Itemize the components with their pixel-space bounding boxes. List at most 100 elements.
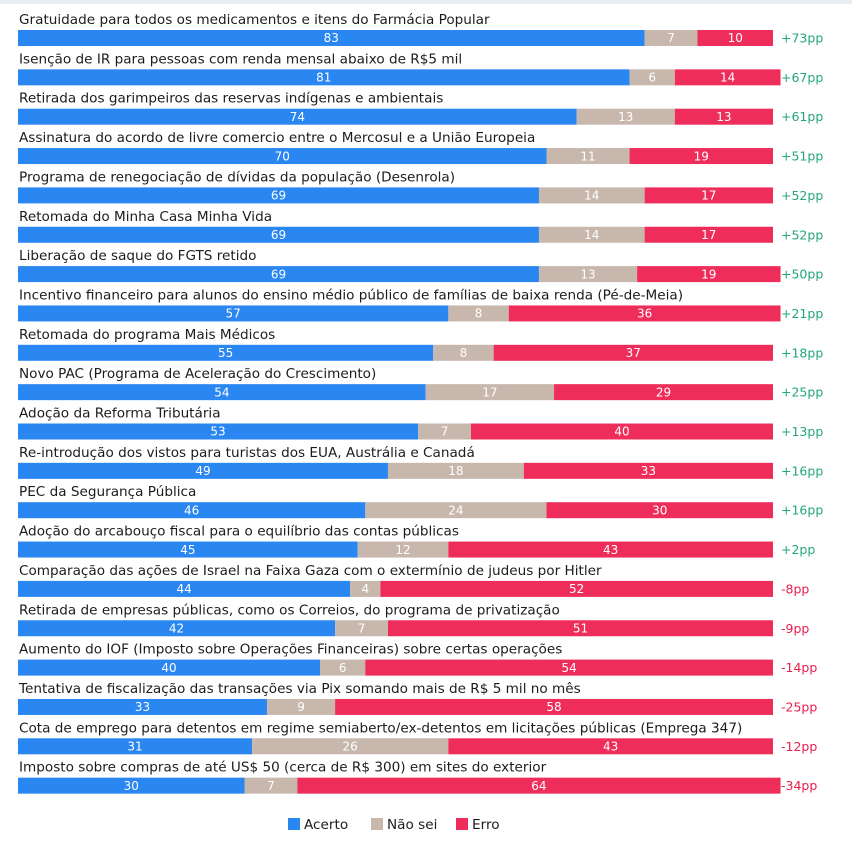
bar-segment-erro [697, 30, 773, 46]
data-label: 17 [701, 228, 716, 242]
bar-segment-erro [674, 108, 773, 125]
bar-segment-erro [365, 659, 773, 676]
data-label: 54 [214, 385, 229, 399]
bar-segment-acerto [18, 541, 358, 558]
legend-label-erro: Erro [472, 817, 500, 833]
data-label: 58 [546, 700, 561, 714]
bar-segment-acerto [18, 305, 449, 322]
data-label: 13 [716, 110, 731, 124]
bar-segment-nao-sei [425, 384, 555, 401]
category-label: Incentivo financeiro para alunos do ensi… [19, 287, 683, 303]
data-label: 54 [562, 661, 577, 675]
bar-segment-erro [644, 187, 773, 204]
category-label: Imposto sobre compras de até US$ 50 (cer… [19, 760, 547, 776]
difference-label: +16pp [781, 503, 823, 518]
difference-label: +51pp [781, 149, 823, 164]
data-label: 7 [358, 621, 366, 635]
legend-label-acerto: Acerto [304, 817, 348, 833]
data-label: 7 [667, 31, 675, 45]
top-divider [0, 0, 852, 4]
bar-segment-nao-sei [418, 423, 471, 440]
data-label: 53 [210, 425, 225, 439]
data-label: 4 [361, 582, 369, 596]
category-label: Programa de renegociação de dívidas da p… [19, 169, 455, 185]
data-label: 19 [694, 149, 709, 163]
bar-segment-nao-sei [365, 502, 547, 519]
data-label: 42 [169, 621, 184, 635]
bar-segment-acerto [18, 502, 366, 519]
bar-segment-acerto [18, 698, 268, 715]
bar-segment-erro [644, 226, 773, 243]
data-label: 26 [343, 740, 358, 754]
data-label: 64 [531, 779, 546, 793]
difference-label: +16pp [781, 463, 823, 478]
data-label: 37 [626, 346, 641, 360]
category-label: Tentativa de fiscalização das transações… [18, 681, 581, 697]
bar-segment-nao-sei [546, 148, 630, 165]
data-label: 69 [271, 228, 286, 242]
category-label: Cota de emprego para detentos em regime … [19, 720, 742, 736]
data-label: 29 [656, 385, 671, 399]
data-label: 7 [441, 425, 449, 439]
difference-label: +50pp [781, 267, 823, 282]
data-label: 69 [271, 267, 286, 281]
data-label: 8 [475, 307, 483, 321]
bar-segment-erro [380, 580, 773, 597]
difference-label: +21pp [781, 306, 823, 321]
category-label: Retirada de empresas públicas, como os C… [19, 602, 560, 618]
bar-segment-acerto [18, 108, 577, 125]
difference-label: +73pp [781, 31, 823, 46]
bar-segment-acerto [18, 462, 388, 479]
bar-segment-acerto [18, 738, 253, 755]
bar-segment-nao-sei [538, 266, 638, 283]
legend-swatch-nao-sei [371, 818, 383, 830]
data-label: 81 [316, 71, 331, 85]
bar-segment-erro [629, 148, 773, 165]
data-label: 13 [580, 267, 595, 281]
bar-segment-erro [335, 698, 773, 715]
bar-segment-nao-sei [433, 344, 494, 361]
bar-segment-erro [674, 69, 781, 86]
difference-label: +61pp [781, 109, 823, 124]
bar-segment-nao-sei [538, 187, 645, 204]
data-label: 52 [569, 582, 584, 596]
data-label: 19 [701, 267, 716, 281]
difference-label: +2pp [781, 542, 815, 557]
bar-segment-erro [448, 738, 773, 755]
bar-segment-erro [508, 305, 781, 322]
data-label: 6 [648, 71, 656, 85]
category-label: Adoção da Reforma Tributária [19, 406, 221, 422]
category-label: Assinatura do acordo de livre comercio e… [19, 130, 535, 146]
data-label: 43 [603, 543, 618, 557]
data-label: 74 [290, 110, 305, 124]
data-label: 44 [176, 582, 191, 596]
data-label: 12 [395, 543, 410, 557]
bar-segment-nao-sei [320, 659, 366, 676]
difference-label: +52pp [781, 227, 823, 242]
difference-label: -8pp [781, 581, 809, 596]
bar-segment-nao-sei [267, 698, 336, 715]
difference-label: +52pp [781, 188, 823, 203]
bar-segment-erro [546, 502, 773, 519]
data-label: 51 [573, 621, 588, 635]
bar-segment-erro [471, 423, 773, 440]
category-label: Liberação de saque do FGTS retido [19, 248, 256, 264]
data-label: 70 [275, 149, 290, 163]
data-label: 30 [652, 503, 667, 517]
data-label: 36 [637, 307, 652, 321]
data-label: 31 [127, 740, 142, 754]
data-label: 40 [614, 425, 629, 439]
data-label: 40 [161, 661, 176, 675]
bar-segment-erro [448, 541, 773, 558]
data-label: 55 [218, 346, 233, 360]
data-label: 14 [584, 228, 599, 242]
bar-segment-nao-sei [387, 462, 524, 479]
difference-label: +13pp [781, 424, 823, 439]
bar-segment-acerto [18, 226, 539, 243]
data-label: 24 [448, 503, 463, 517]
bar-segment-nao-sei [335, 620, 388, 637]
bar-segment-nao-sei [357, 541, 449, 558]
bar-segment-erro [493, 344, 773, 361]
category-label: Isenção de IR para pessoas com renda men… [19, 51, 462, 67]
